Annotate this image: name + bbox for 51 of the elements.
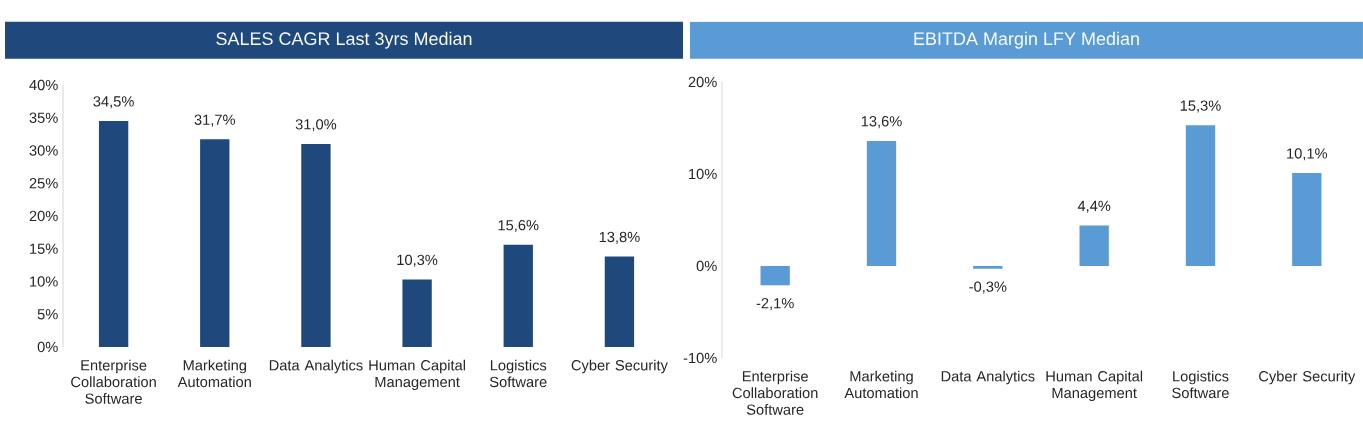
data-label: 4,4% <box>1077 200 1111 213</box>
y-tick-label: 5% <box>37 309 58 320</box>
data-label: 15,6% <box>498 220 539 233</box>
data-label: 13,6% <box>861 116 902 129</box>
bar <box>973 265 1003 269</box>
y-tick-label: 0% <box>37 341 58 353</box>
bar <box>503 244 533 347</box>
data-label: 31,0% <box>295 119 337 132</box>
bar <box>301 143 331 347</box>
y-tick-label: 20% <box>688 76 717 88</box>
x-tick-label: Human Capital Management <box>369 359 465 391</box>
data-label: 34,5% <box>93 96 134 109</box>
chart-title: SALES CAGR Last 3yrs Median <box>216 31 472 49</box>
x-tick-label: Logistics Software <box>489 359 547 388</box>
data-label: 10,1% <box>1287 148 1328 161</box>
bar <box>200 139 230 347</box>
data-label: 15,3% <box>1180 100 1221 113</box>
bar <box>1292 173 1322 266</box>
x-tick-label: Enterprise Collaboration Software <box>732 370 818 415</box>
bar <box>604 256 635 347</box>
y-tick-label: 20% <box>29 210 58 222</box>
bar <box>760 265 790 286</box>
y-tick-label: -10% <box>683 352 717 364</box>
x-tick-label: Data Analytics <box>941 370 1035 385</box>
y-tick-label: 0% <box>696 260 717 272</box>
y-tick-label: 15% <box>30 243 58 254</box>
x-tick-label: Cyber Security <box>571 359 668 374</box>
y-tick-label: 35% <box>29 112 58 123</box>
bar <box>1185 125 1216 266</box>
y-tick-label: 30% <box>29 145 58 156</box>
bar <box>1079 225 1109 266</box>
y-tick-label: 25% <box>29 178 58 189</box>
y-tick-label: 10% <box>30 276 58 287</box>
data-label: -2,1% <box>756 298 794 311</box>
bar <box>866 140 897 266</box>
y-tick-label: 10% <box>689 168 717 180</box>
data-label: 13,8% <box>599 231 640 244</box>
x-tick-label: Marketing Automation <box>844 370 918 399</box>
x-tick-label: Marketing Automation <box>177 359 251 388</box>
data-label: -0,3% <box>969 281 1007 294</box>
bar <box>98 121 129 347</box>
x-tick-label: Logistics Software <box>1172 370 1229 399</box>
x-tick-label: Cyber Security <box>1259 370 1356 385</box>
x-tick-label: Enterprise Collaboration Software <box>71 359 156 404</box>
data-label: 31,7% <box>194 114 236 127</box>
x-tick-label: Data Analytics <box>269 359 363 374</box>
data-label: 10,3% <box>397 254 438 267</box>
x-tick-label: Human Capital Management <box>1046 370 1143 402</box>
chart-title: EBITDA Margin LFY Median <box>914 31 1139 49</box>
y-tick-label: 40% <box>29 79 58 91</box>
bar <box>402 279 432 347</box>
